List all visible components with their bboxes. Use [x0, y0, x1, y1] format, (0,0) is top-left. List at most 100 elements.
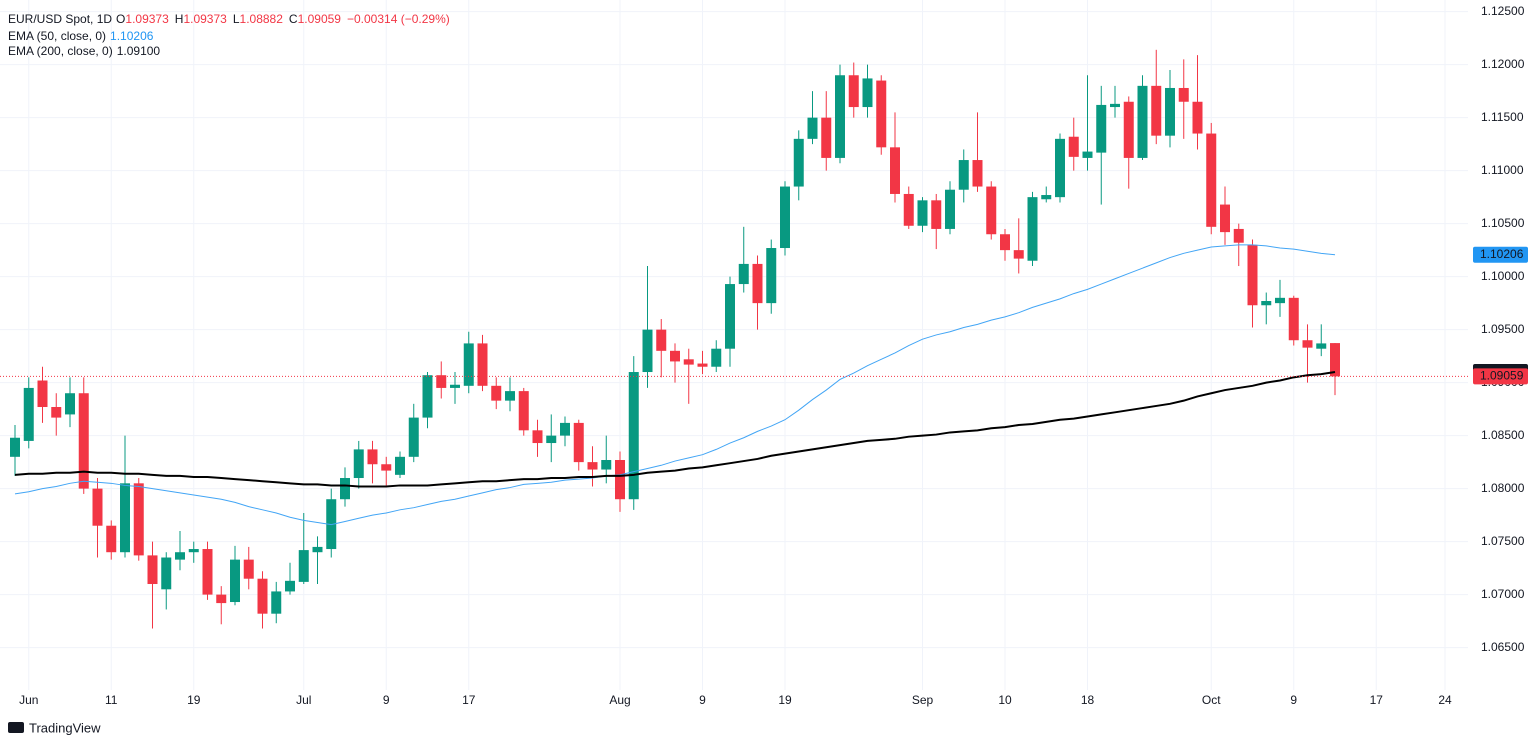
candle-body [738, 263, 749, 285]
candle-body [147, 555, 158, 585]
y-tick-label: 1.06500 [1481, 640, 1525, 654]
candle-body [312, 546, 323, 553]
plot [0, 49, 1468, 629]
candle-body [1220, 204, 1230, 233]
candle-body [752, 263, 763, 304]
candle-body [1261, 301, 1272, 306]
candle-body [92, 488, 103, 526]
price-label-box [1473, 368, 1528, 385]
candle-body [807, 117, 818, 139]
candle-body [683, 359, 694, 365]
ohlc-key: C [289, 12, 298, 26]
candle-body [670, 350, 680, 362]
candle-body [766, 248, 777, 304]
candle-body [931, 200, 942, 229]
legend: EUR/USD Spot, 1D O1.09373 H1.09373 L1.08882… [8, 12, 450, 58]
candle-body [271, 591, 282, 614]
candle-body [395, 456, 405, 475]
candle-body [1013, 250, 1024, 259]
candle-body [1330, 343, 1340, 377]
candle-body [505, 391, 515, 401]
candle-body [972, 160, 983, 187]
candle-body [876, 80, 887, 148]
x-tick-label: 11 [105, 693, 118, 707]
candle-body [1165, 87, 1175, 136]
legend-value: 1.09100 [117, 44, 161, 58]
candle-body [903, 193, 914, 226]
y-tick-label: 1.12000 [1481, 57, 1525, 71]
candle-body [945, 189, 955, 229]
candle-body [78, 393, 89, 489]
y-tick-label: 1.11000 [1481, 163, 1524, 177]
ohlc-key: L [233, 12, 240, 26]
candle-body [51, 407, 62, 418]
candle-body [381, 464, 392, 471]
candle-body [1137, 85, 1148, 158]
candle-body [436, 375, 447, 388]
candle-body [340, 478, 350, 500]
x-tick-label: 9 [699, 693, 706, 707]
legend-value: 1.10206 [110, 29, 154, 43]
candle-body [518, 391, 529, 431]
candle-body [532, 430, 543, 444]
y-tick-label: 1.11500 [1481, 110, 1524, 124]
candle-body [1055, 138, 1065, 198]
x-tick-label: Sep [912, 693, 934, 707]
y-tick-label: 1.07500 [1481, 534, 1525, 548]
candle-body [1123, 101, 1134, 158]
grid [0, 0, 1468, 690]
watermark: TradingView [29, 720, 101, 735]
candle-body [573, 422, 584, 463]
candle-body [546, 435, 557, 444]
candle-body [106, 525, 117, 553]
symbol-header: EUR/USD Spot, 1D O1.09373 H1.09373 L1.08882… [8, 12, 450, 26]
x-tick-label: Aug [609, 693, 630, 707]
candle-body [133, 483, 144, 556]
y-tick-label: 1.08000 [1481, 481, 1525, 495]
y-tick-label: 1.07000 [1481, 587, 1525, 601]
candle-body [1151, 85, 1162, 136]
x-tick-label: Jul [296, 693, 311, 707]
candle-body [450, 384, 460, 388]
candle-body [1110, 103, 1120, 108]
change: −0.00314 (−0.29%) [347, 12, 450, 26]
logo-icon [8, 722, 24, 733]
candle-body [230, 559, 240, 603]
candle-body [628, 372, 639, 500]
candle-body [65, 393, 75, 415]
candle-body [298, 550, 309, 582]
price-label: 1.10206 [1480, 247, 1524, 261]
y-tick-label: 1.09500 [1481, 322, 1525, 336]
candle-body [1288, 297, 1299, 341]
x-tick-label: 19 [778, 693, 792, 707]
ohlc-value: 1.08882 [240, 12, 284, 26]
candle-body [1316, 343, 1327, 349]
candle-body [862, 78, 873, 108]
legend-entry: EMA (50, close, 0) 1.10206 [8, 29, 154, 43]
candle-body [353, 449, 364, 479]
ohlc-key: O [116, 12, 125, 26]
candle-body [1027, 197, 1038, 261]
candle-body [1247, 244, 1258, 306]
ohlc-value: 1.09373 [125, 12, 169, 26]
x-tick-label: 9 [383, 693, 390, 707]
candle-body [326, 499, 337, 550]
candle-body [1178, 87, 1189, 102]
candle-body [1302, 340, 1313, 348]
candle-body [1082, 151, 1093, 158]
x-tick-label: 17 [462, 693, 476, 707]
ema-line [14, 244, 1336, 526]
ohlc-value: 1.09373 [183, 12, 227, 26]
candle-body [285, 580, 295, 592]
candle-body [422, 375, 433, 418]
candle-body [1206, 133, 1217, 227]
candle-body [835, 75, 845, 158]
candle-body [821, 117, 832, 158]
candle-body [408, 417, 419, 457]
candle-body [367, 449, 378, 465]
candle-body [615, 460, 625, 500]
x-tick-label: 24 [1438, 693, 1452, 707]
candle-body [1275, 297, 1285, 304]
candle-body [243, 559, 254, 579]
